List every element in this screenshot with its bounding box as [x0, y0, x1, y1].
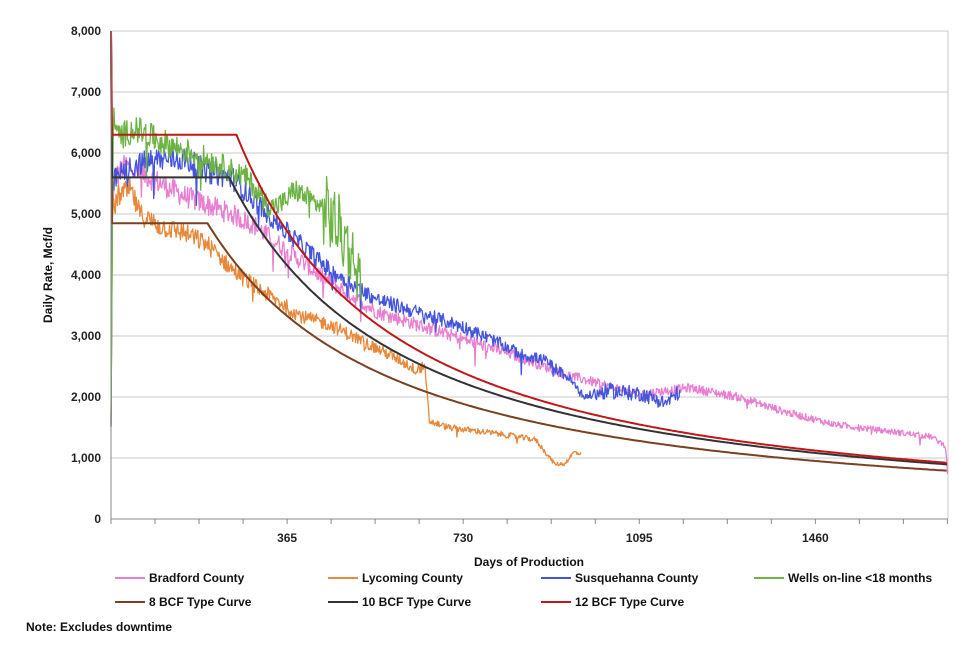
- legend-label: Wells on-line <18 months: [788, 571, 932, 585]
- series-line-3: [110, 107, 363, 427]
- y-tick-label: 1,000: [71, 451, 101, 465]
- x-tick-label: 730: [453, 531, 473, 545]
- legend-label: 12 BCF Type Curve: [575, 595, 684, 609]
- y-axis-title: Daily Rate, Mcf/d: [41, 227, 55, 323]
- legend-label: Lycoming County: [362, 571, 463, 585]
- legend-label: Bradford County: [149, 571, 245, 585]
- legend-label: 10 BCF Type Curve: [362, 595, 471, 609]
- series-line-1: [110, 177, 582, 467]
- y-tick-label: 7,000: [71, 85, 101, 99]
- x-tick-label: 1095: [626, 531, 653, 545]
- y-tick-label: 4,000: [71, 268, 101, 282]
- series-line-6: [110, 30, 947, 464]
- legend-label: Susquehanna County: [575, 571, 699, 585]
- series-line-5: [110, 30, 948, 466]
- legend-label: 8 BCF Type Curve: [149, 595, 252, 609]
- y-tick-label: 3,000: [71, 329, 101, 343]
- y-tick-label: 5,000: [71, 207, 101, 221]
- series-line-4: [110, 30, 947, 472]
- y-tick-label: 0: [94, 512, 101, 526]
- series-line-2: [110, 147, 681, 427]
- y-tick-label: 6,000: [71, 146, 101, 160]
- x-tick-label: 365: [277, 531, 297, 545]
- x-axis-title: Days of Production: [474, 555, 584, 569]
- footnote: Note: Excludes downtime: [26, 620, 173, 634]
- legend: Bradford County Lycoming County Susquehann…: [115, 571, 932, 609]
- y-tick-label: 2,000: [71, 390, 101, 404]
- tick-labels: 0 1,000 2,000 3,000 4,000 5,000 6,000 7,000 8,00…: [71, 24, 829, 545]
- axes: [110, 31, 948, 524]
- y-tick-label: 8,000: [71, 24, 101, 38]
- series-layer: [110, 30, 949, 474]
- series-line-0: [110, 154, 949, 474]
- x-tick-label: 1460: [802, 531, 829, 545]
